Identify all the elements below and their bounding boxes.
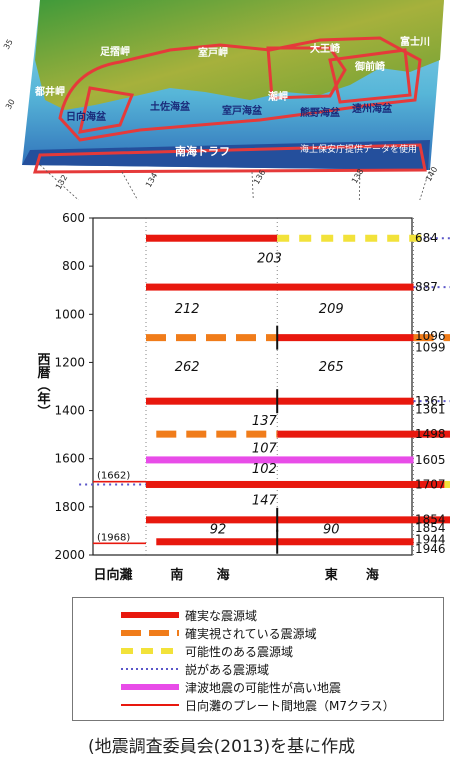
chart-frame (92, 217, 413, 556)
segment-label: 海 (366, 567, 379, 583)
y-tick-label: 1800 (54, 500, 85, 514)
legend-item: 日向灘のプレート間地震（M7クラス） (73, 696, 395, 714)
y-tick-label: 1000 (54, 307, 85, 321)
data-source-note: 海上保安庁提供データを使用 (300, 143, 417, 155)
y-tick-label: 600 (62, 211, 85, 225)
interval-label: 137 (252, 414, 278, 429)
legend-label: 日向灘のプレート間地震（M7クラス） (185, 698, 395, 713)
region-label: 足摺岬 (100, 45, 130, 58)
event-year-label: 1361 (415, 402, 446, 416)
y-axis-label: 西暦（年） (35, 353, 52, 418)
interval-label: 265 (319, 360, 344, 375)
y-tick-label: 1200 (54, 355, 85, 369)
legend-item: 可能性のある震源域 (73, 642, 293, 660)
legend-label: 津波地震の可能性が高い地震 (185, 680, 342, 695)
y-tick-label: 1400 (54, 404, 85, 418)
segment-label: 東 (325, 567, 338, 583)
lon-label: 132 (54, 173, 69, 191)
sure-source-bar (277, 430, 450, 438)
basin-label: 熊野海盆 (300, 106, 341, 119)
sure-source-bar (146, 234, 278, 242)
event-year-label: 1498 (415, 427, 446, 441)
hyuganada-event-label: (1662) (97, 471, 130, 482)
lon-label: 134 (144, 171, 159, 189)
event-year-label: 1099 (415, 341, 446, 355)
legend-item: 確実視されている震源域 (73, 624, 317, 642)
region-label: 都井岬 (34, 85, 65, 98)
event-year-label: 1361 (415, 394, 446, 408)
sure-source-bar (146, 516, 450, 524)
hyuganada-event-label: (1968) (97, 532, 130, 543)
nankai-region-map: 都井岬 足摺岬 室戸岬 潮岬 大王崎 御前崎 富士川 日向海盆 土佐海盆 室戸海… (2, 0, 444, 200)
region-label: 潮岬 (268, 90, 288, 103)
tsunami-source-bar (146, 456, 414, 464)
basin-label: 遠州海盆 (352, 102, 393, 115)
region-label: 御前崎 (354, 60, 385, 73)
interval-label: 203 (257, 252, 282, 267)
event-year-label: 1605 (415, 453, 446, 467)
segment-label: 日向灘 (93, 567, 132, 583)
legend-label: 説がある震源域 (185, 662, 270, 677)
segment-label: 南 (170, 567, 183, 583)
interval-label: 107 (252, 442, 278, 457)
event-year-label: 1096 (415, 329, 446, 343)
sure-source-bar (156, 538, 414, 546)
event-year-label: 1946 (415, 542, 446, 556)
interval-label: 92 (210, 522, 227, 537)
interval-label: 147 (252, 493, 278, 508)
region-label: 富士川 (400, 35, 430, 48)
basin-label: 日向海盆 (66, 110, 107, 123)
event-year-label: 1854 (415, 512, 446, 526)
y-tick-label: 1600 (54, 452, 85, 466)
sure-source-bar (277, 334, 414, 342)
y-tick-label: 800 (62, 259, 85, 273)
caption: (地震調査委員会(2013)を基に作成 (88, 737, 356, 757)
sure-source-bar (146, 397, 414, 405)
interval-label: 262 (175, 360, 200, 375)
event-year-label: 1944 (415, 532, 446, 546)
interval-label: 102 (252, 462, 277, 477)
trough-label: 南海トラフ (175, 144, 230, 158)
earthquake-history-chart: 600 800 1000 1200 1400 1600 1800 2000 西暦（年） 日向灘 南 海… (35, 211, 450, 583)
interval-label: 212 (175, 302, 200, 317)
lat-label: 30 (4, 98, 17, 111)
source-regions (32, 36, 427, 174)
legend-label: 確実視されている震源域 (185, 626, 317, 641)
sure-source-bar (146, 283, 414, 291)
event-year-label: 1854 (415, 521, 446, 535)
interval-label: 209 (319, 302, 344, 317)
sure-source-bar (146, 480, 445, 488)
legend-label: 可能性のある震源域 (185, 644, 294, 659)
event-year-label: 887 (415, 280, 438, 294)
legend-item: 説がある震源域 (73, 660, 269, 678)
basin-label: 土佐海盆 (150, 100, 191, 113)
legend-item: 津波地震の可能性が高い地震 (73, 678, 341, 696)
y-tick-label: 2000 (54, 548, 85, 562)
lat-label: 35 (2, 38, 15, 51)
region-label: 室戸岬 (198, 46, 228, 59)
legend: 確実な震源域 確実視されている震源域 可能性のある震源域 説がある震源域 津波地… (72, 597, 444, 721)
segment-label: 海 (217, 567, 230, 583)
legend-label: 確実な震源域 (185, 608, 258, 623)
event-year-label: 1707 (415, 477, 446, 491)
legend-item: 確実な震源域 (73, 606, 257, 624)
region-label: 大王崎 (310, 42, 340, 55)
event-year-label: 684 (415, 231, 438, 245)
basin-label: 室戸海盆 (222, 104, 263, 117)
projection-lines (39, 164, 431, 200)
interval-label: 90 (323, 522, 340, 537)
land-mass (35, 0, 444, 110)
